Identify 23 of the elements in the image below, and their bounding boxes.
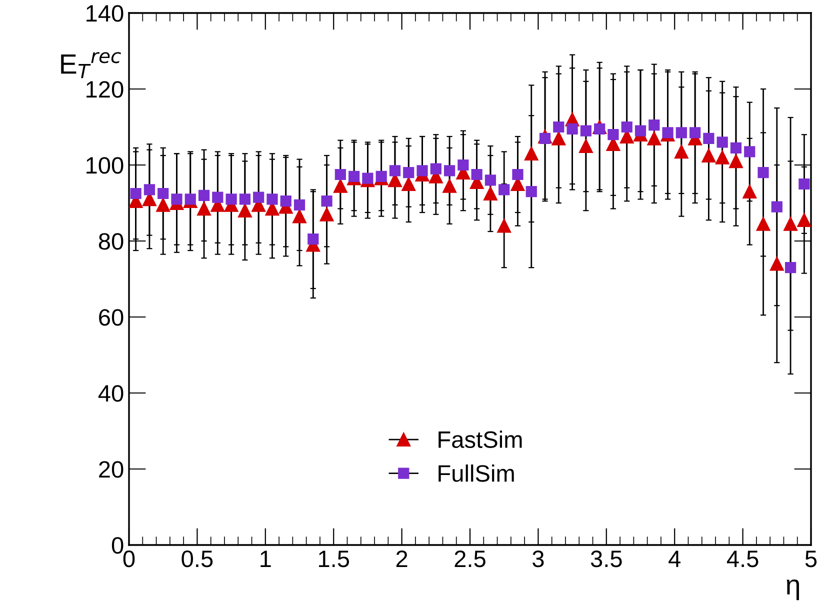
x-axis-title: η <box>786 579 799 600</box>
legend-label: FullSim <box>438 464 514 482</box>
y-axis-title: E$_{T}$$^{rec}$ <box>61 52 121 78</box>
x-tick-label: 4.5 <box>726 550 758 568</box>
y-tick-label: 40 <box>98 385 124 402</box>
x-tick-label: 3.5 <box>590 550 622 568</box>
x-tick-label: 3 <box>532 550 544 568</box>
x-tick-label: 1 <box>260 550 271 567</box>
y-tick-label: 60 <box>99 309 124 326</box>
y-tick-label: 100 <box>86 157 124 174</box>
x-tick-label: 1.5 <box>318 550 350 568</box>
y-tick-label: 0 <box>112 537 124 554</box>
x-tick-label: 4 <box>668 550 680 567</box>
y-tick-label: 140 <box>86 5 124 22</box>
y-tick-label: 80 <box>98 233 124 250</box>
x-tick-label: 2 <box>396 550 408 567</box>
y-tick-label: 20 <box>99 461 124 478</box>
legend-label: FastSim <box>438 430 522 448</box>
x-tick-label: 0.5 <box>182 550 213 568</box>
y-tick-label: 120 <box>86 81 124 98</box>
x-tick-label: 5 <box>805 550 817 568</box>
x-tick-label: 0 <box>123 550 135 568</box>
x-tick-label: 2.5 <box>454 550 486 568</box>
